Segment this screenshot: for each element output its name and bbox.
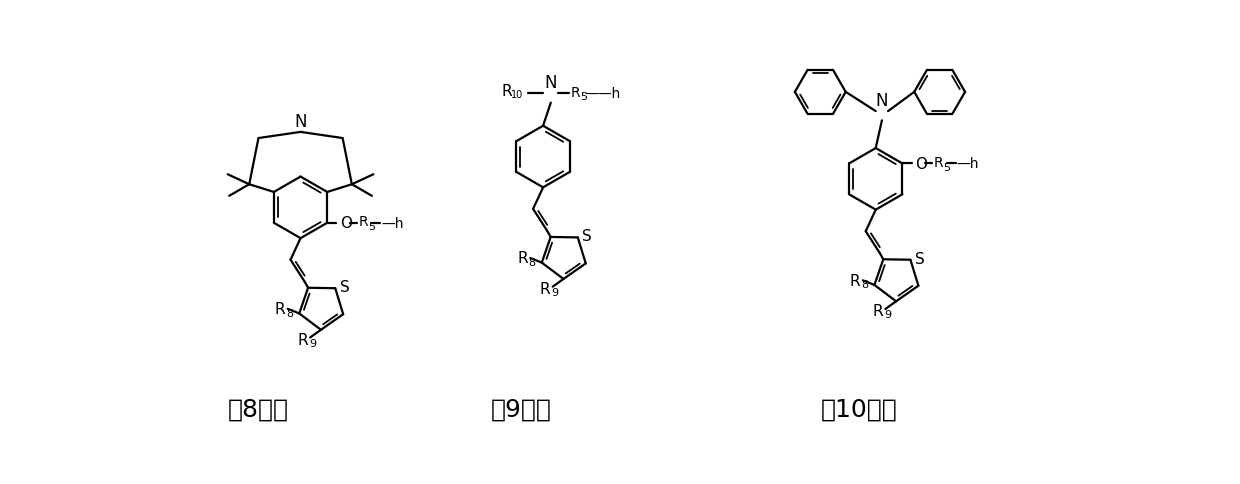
Text: R: R xyxy=(517,251,528,266)
Text: 5: 5 xyxy=(944,162,950,172)
Text: R: R xyxy=(539,281,551,296)
Text: （9）、: （9）、 xyxy=(491,397,552,421)
Text: 9: 9 xyxy=(884,310,892,320)
Text: ——h: ——h xyxy=(584,87,620,100)
Text: N: N xyxy=(294,112,306,130)
Text: N: N xyxy=(544,74,557,92)
Text: （10）；: （10）； xyxy=(821,397,898,421)
Text: 9: 9 xyxy=(552,287,559,298)
Text: R: R xyxy=(358,215,368,229)
Text: R: R xyxy=(298,332,308,347)
Text: 8: 8 xyxy=(861,280,868,289)
Text: 8: 8 xyxy=(286,308,293,318)
Text: —h: —h xyxy=(956,157,978,171)
Text: 9: 9 xyxy=(309,338,316,348)
Text: S: S xyxy=(340,280,350,295)
Text: —h: —h xyxy=(381,216,404,230)
Text: 8: 8 xyxy=(528,257,536,267)
Text: （8）、: （8）、 xyxy=(228,397,289,421)
Text: R: R xyxy=(849,273,861,288)
Text: 5: 5 xyxy=(580,91,587,102)
Text: 5: 5 xyxy=(368,221,374,231)
Text: O: O xyxy=(340,216,352,231)
Text: 10: 10 xyxy=(511,90,523,100)
Text: S: S xyxy=(583,229,593,244)
Text: R: R xyxy=(275,302,285,317)
Text: R: R xyxy=(502,84,512,99)
Text: S: S xyxy=(915,251,925,266)
Text: R: R xyxy=(570,86,580,100)
Text: N: N xyxy=(875,91,888,109)
Text: O: O xyxy=(915,157,928,172)
Text: R: R xyxy=(873,303,883,318)
Text: R: R xyxy=(934,155,944,169)
